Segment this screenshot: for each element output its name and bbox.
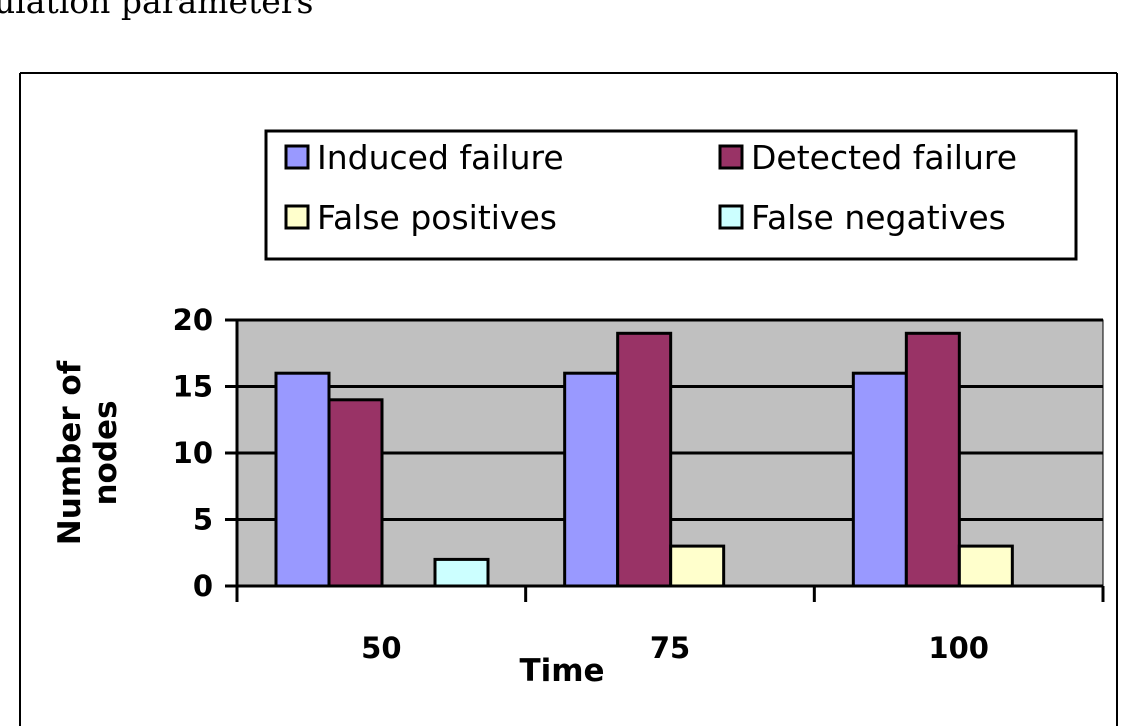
- legend-swatch: [718, 144, 744, 170]
- y-tick-label: 5: [193, 503, 213, 537]
- y-tick-label: 15: [173, 370, 213, 404]
- page-caption: ulation parameters: [0, 0, 314, 21]
- bars: [274, 331, 1014, 588]
- legend-label: Induced failure: [317, 138, 564, 177]
- axes: [225, 318, 1105, 602]
- legend-swatch: [718, 204, 744, 230]
- legend-swatch: [284, 144, 310, 170]
- bar: [563, 371, 620, 588]
- legend: Induced failure Detected failure False pos…: [264, 129, 1078, 261]
- bar: [274, 371, 331, 588]
- y-axis-title-line-2: nodes: [88, 400, 124, 505]
- y-tick-label: 20: [173, 303, 213, 337]
- y-axis-title: Number of nodes: [52, 360, 124, 545]
- legend-label: False positives: [317, 198, 557, 237]
- legend-swatch: [284, 204, 310, 230]
- bar: [851, 371, 908, 588]
- bar: [957, 544, 1014, 588]
- legend-label: False negatives: [751, 198, 1006, 237]
- x-tick-label: 50: [361, 631, 401, 665]
- bar: [669, 544, 726, 588]
- y-tick-label: 10: [173, 436, 213, 470]
- x-tick-labels: 50 75 100: [361, 631, 989, 665]
- y-axis-title-line-1: Number of: [52, 360, 88, 545]
- legend-box: [264, 129, 1078, 261]
- x-tick-label: 75: [650, 631, 690, 665]
- bar: [327, 398, 384, 588]
- legend-label: Detected failure: [751, 138, 1017, 177]
- x-axis-title: Time: [519, 653, 604, 689]
- bar: [904, 331, 961, 588]
- y-tick-label: 0: [193, 569, 213, 603]
- y-tick-labels: 0 5 10 15 20: [173, 303, 213, 603]
- bar: [616, 331, 673, 588]
- bar: [433, 557, 490, 588]
- x-tick-label: 100: [928, 631, 989, 665]
